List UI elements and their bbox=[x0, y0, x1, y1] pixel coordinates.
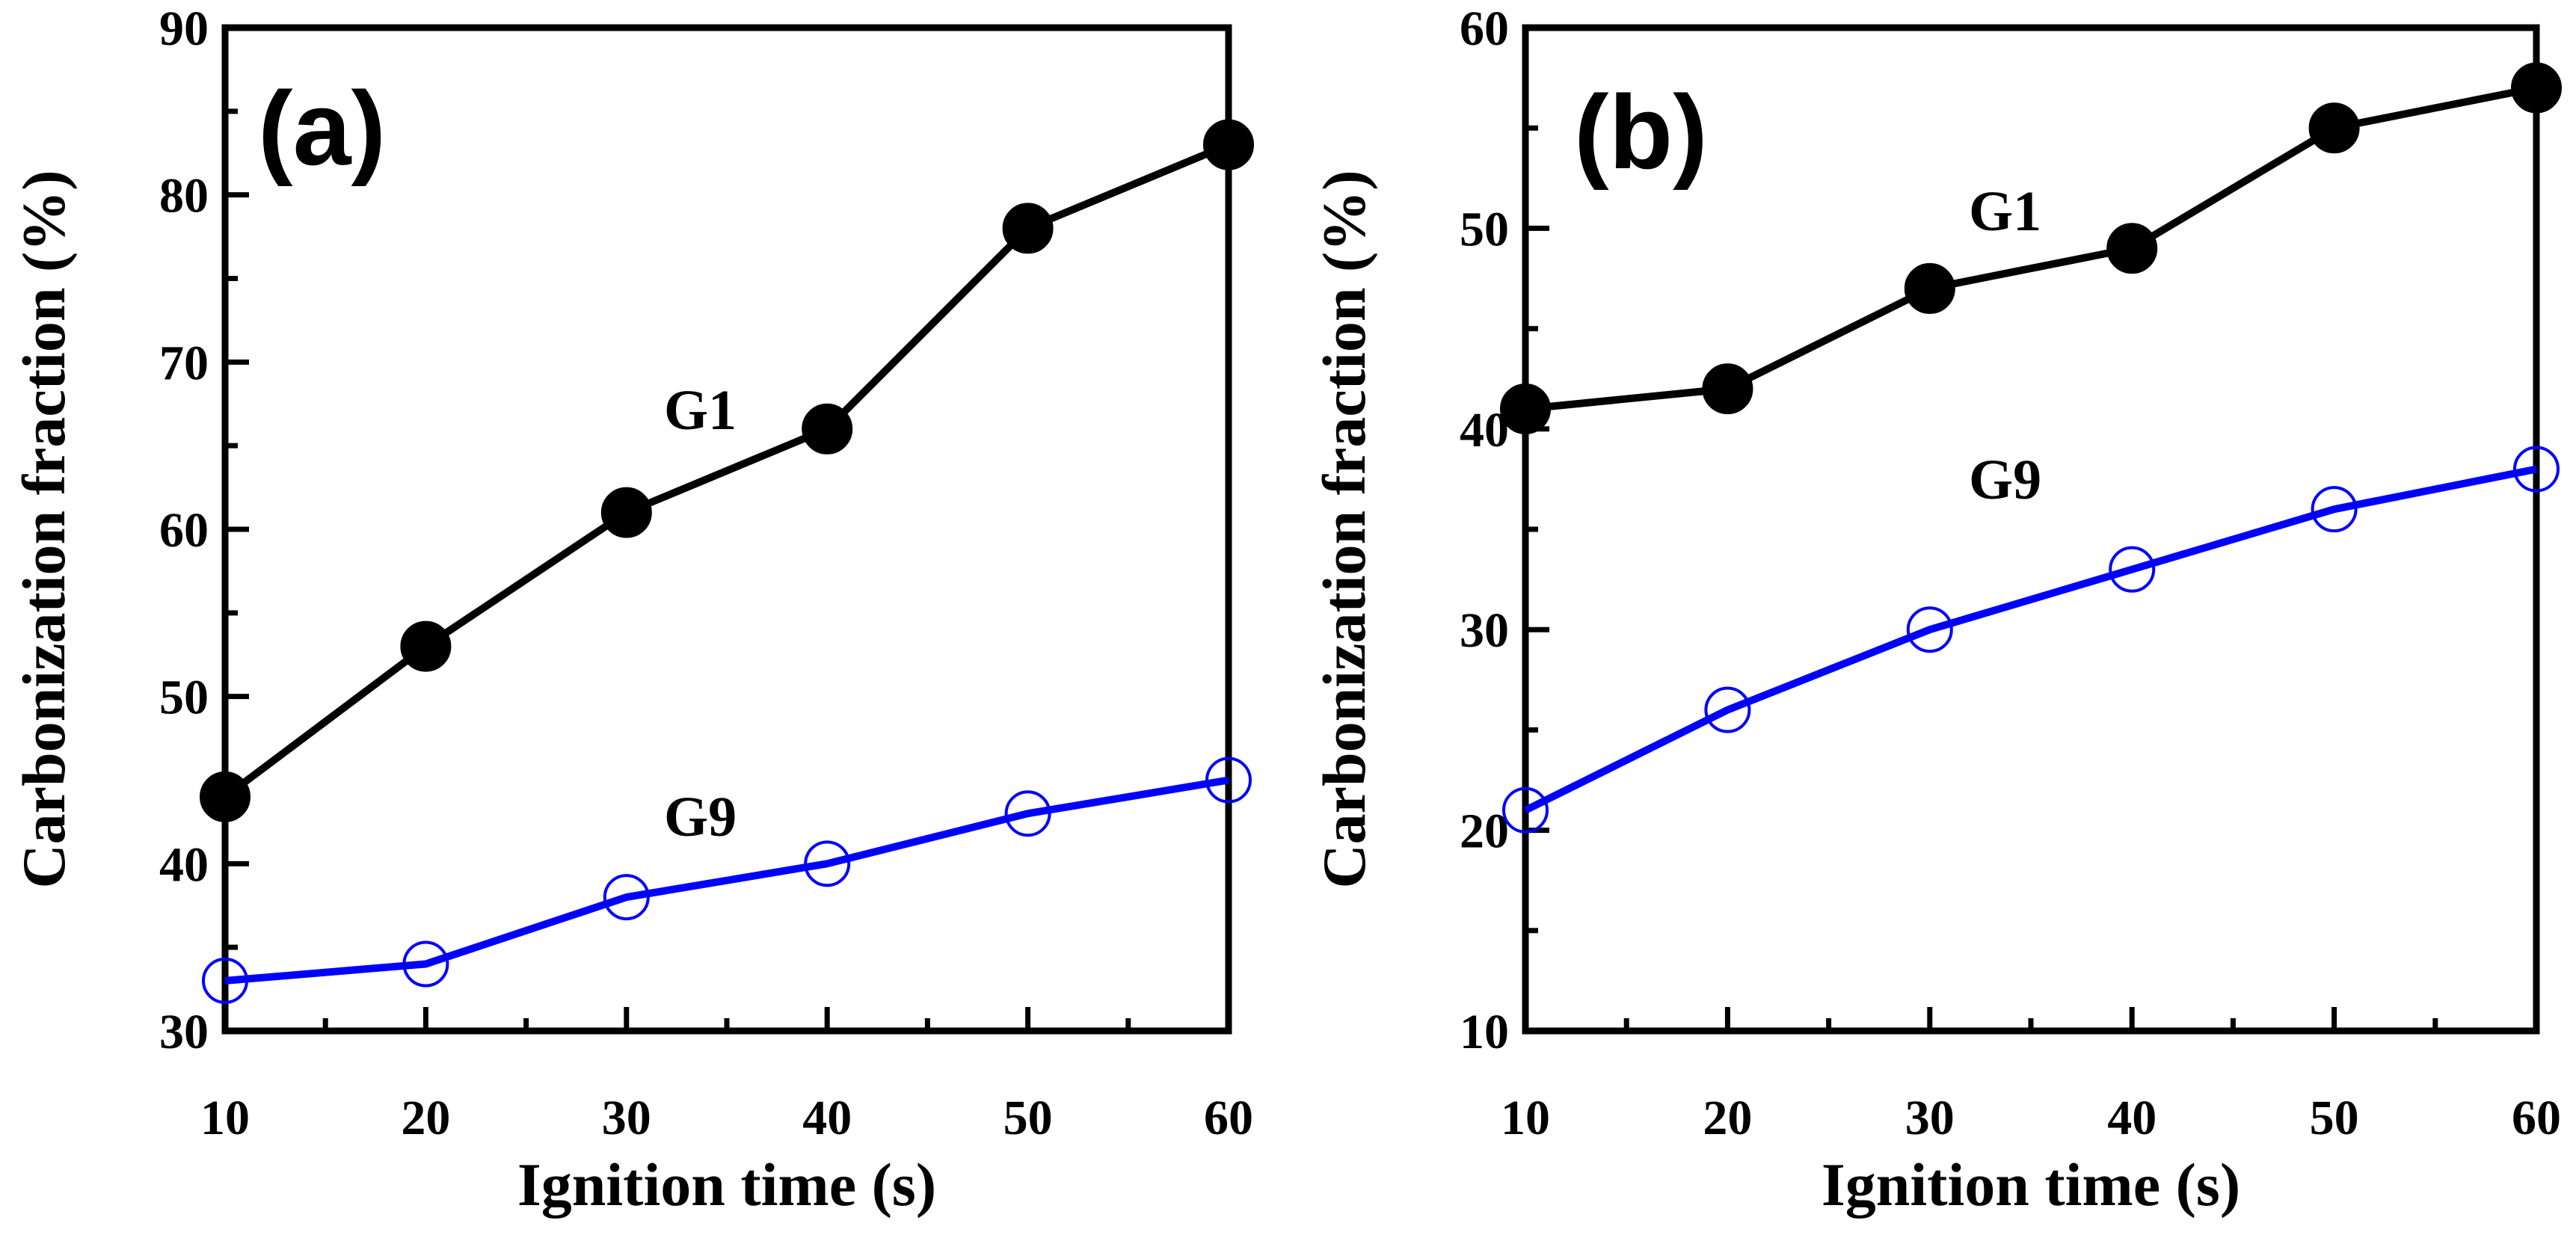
data-point-g1 bbox=[600, 487, 652, 538]
y-tick-label: 20 bbox=[1460, 804, 1509, 859]
x-tick-label: 20 bbox=[1703, 1091, 1752, 1145]
y-tick-label: 50 bbox=[1460, 202, 1509, 256]
x-tick-label: 30 bbox=[1905, 1091, 1955, 1145]
x-tick-label: 10 bbox=[1501, 1091, 1550, 1145]
data-point-g1 bbox=[2511, 62, 2562, 114]
series-lines-b bbox=[1523, 84, 2537, 814]
x-axis-title-b: Ignition time (s) bbox=[1822, 1151, 2240, 1219]
data-point-g1 bbox=[2106, 223, 2158, 274]
series-line-g9 bbox=[224, 776, 1229, 985]
data-point-g9 bbox=[1906, 606, 1953, 653]
x-tick-label: 40 bbox=[802, 1091, 852, 1145]
panel-label-b: (b) bbox=[1574, 73, 1708, 191]
data-point-g1 bbox=[200, 771, 250, 822]
x-tick-label: 40 bbox=[2107, 1091, 2157, 1145]
markers-b bbox=[1500, 62, 2562, 834]
y-axis-title-b: Carbonization fraction (%) bbox=[1310, 170, 1378, 888]
data-point-g9 bbox=[402, 940, 449, 988]
data-point-g1 bbox=[802, 403, 853, 455]
series-line-g1 bbox=[222, 141, 1230, 800]
x-tick-label: 30 bbox=[602, 1091, 651, 1145]
markers-a bbox=[200, 119, 1254, 1004]
data-point-g1 bbox=[400, 620, 452, 672]
data-point-g1 bbox=[1904, 262, 1955, 314]
data-point-g9 bbox=[1502, 786, 1549, 834]
y-axis-title-a: Carbonization fraction (%) bbox=[10, 170, 78, 888]
y-tick-label: 10 bbox=[1460, 1005, 1509, 1059]
series-line-g9 bbox=[1523, 465, 2537, 814]
data-point-g9 bbox=[2311, 486, 2358, 533]
data-point-g9 bbox=[202, 957, 248, 1004]
data-point-g1 bbox=[1702, 363, 1753, 415]
series-lines-a bbox=[222, 141, 1230, 985]
y-tick-label: 40 bbox=[159, 837, 209, 892]
data-point-g9 bbox=[2109, 546, 2156, 593]
y-tick-label: 60 bbox=[159, 503, 209, 558]
y-tick-label: 60 bbox=[1460, 1, 1509, 56]
panel-a: 10 20 30 40 50 60 30 40 50 60 70 80 90 (a) G1 G9 Ign… bbox=[10, 1, 1254, 1219]
series-label-g9-a: G9 bbox=[664, 786, 737, 849]
panel-label-a: (a) bbox=[258, 70, 386, 187]
y-tick-label: 70 bbox=[159, 336, 209, 390]
x-tick-label: 50 bbox=[1003, 1091, 1053, 1145]
series-label-g9-b: G9 bbox=[1969, 449, 2041, 511]
y-tick-label: 50 bbox=[159, 671, 209, 725]
y-tick-label: 80 bbox=[159, 169, 209, 224]
data-point-g1 bbox=[1203, 119, 1254, 170]
y-tick-label: 30 bbox=[1460, 603, 1509, 658]
x-tick-label: 60 bbox=[2512, 1091, 2561, 1145]
series-line-g1 bbox=[1525, 84, 2537, 413]
data-point-g9 bbox=[2513, 446, 2560, 493]
data-point-g9 bbox=[1704, 686, 1751, 733]
data-point-g9 bbox=[804, 840, 851, 887]
data-point-g9 bbox=[603, 874, 650, 921]
data-point-g1 bbox=[1002, 203, 1054, 254]
x-tick-label: 10 bbox=[200, 1091, 250, 1145]
y-tick-label: 30 bbox=[159, 1005, 209, 1059]
tick-labels-a: 10 20 30 40 50 60 30 40 50 60 70 80 90 bbox=[159, 1, 1253, 1145]
data-point-g9 bbox=[1004, 790, 1051, 837]
ticks-a bbox=[222, 25, 1232, 1034]
x-tick-label: 60 bbox=[1204, 1091, 1253, 1145]
x-axis-title-a: Ignition time (s) bbox=[517, 1151, 936, 1219]
y-tick-label: 90 bbox=[159, 1, 209, 56]
series-label-g1-a: G1 bbox=[664, 379, 737, 442]
x-tick-label: 50 bbox=[2310, 1091, 2359, 1145]
data-point-g1 bbox=[1500, 383, 1551, 434]
x-tick-label: 20 bbox=[401, 1091, 450, 1145]
series-label-g1-b: G1 bbox=[1969, 180, 2041, 243]
data-point-g1 bbox=[2308, 102, 2360, 154]
data-point-g9 bbox=[1205, 757, 1252, 804]
